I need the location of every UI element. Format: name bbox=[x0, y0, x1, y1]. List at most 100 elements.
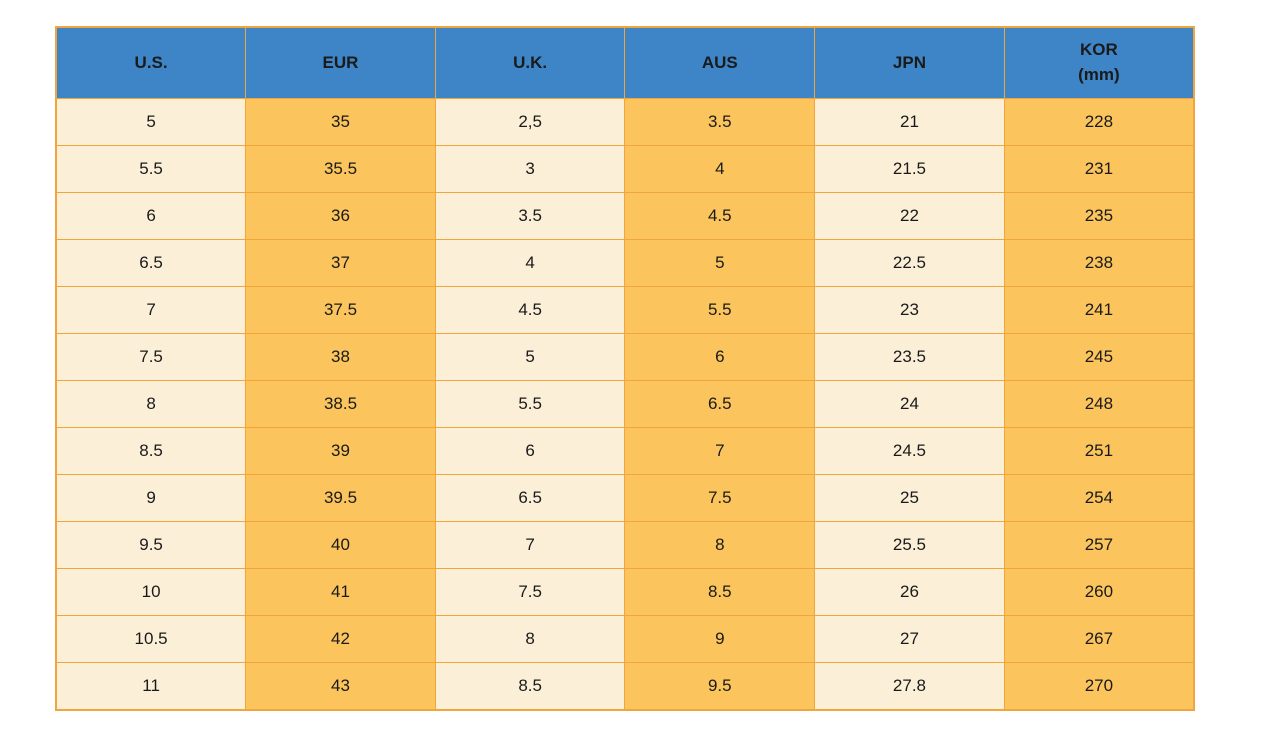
table-cell: 3 bbox=[434, 145, 626, 193]
table-cell: 21 bbox=[814, 98, 1005, 146]
table-cell: 5 bbox=[55, 98, 247, 146]
table-cell: 7 bbox=[624, 427, 816, 475]
table-cell: 8 bbox=[434, 615, 626, 663]
table-cell: 36 bbox=[245, 192, 436, 240]
table-cell: 7 bbox=[434, 521, 626, 569]
table-cell: 35.5 bbox=[245, 145, 436, 193]
table-cell: 25 bbox=[814, 474, 1005, 522]
table-header: U.S. EUR U.K. AUS JPN KOR (mm) bbox=[55, 26, 1195, 99]
table-cell: 8.5 bbox=[55, 427, 247, 475]
table-cell: 27 bbox=[814, 615, 1005, 663]
table-cell: 8 bbox=[55, 380, 247, 428]
table-cell: 39.5 bbox=[245, 474, 436, 522]
table-cell: 43 bbox=[245, 662, 436, 711]
table-cell: 267 bbox=[1003, 615, 1195, 663]
table-cell: 251 bbox=[1003, 427, 1195, 475]
table-row: 5 35 2,5 3.5 21 228 bbox=[55, 98, 1195, 146]
table-cell: 6.5 bbox=[624, 380, 816, 428]
table-cell: 35 bbox=[245, 98, 436, 146]
table-cell: 5.5 bbox=[624, 286, 816, 334]
header-aus: AUS bbox=[624, 26, 816, 99]
header-kor-mm: KOR (mm) bbox=[1003, 26, 1195, 99]
table-cell: 3.5 bbox=[624, 98, 816, 146]
table-cell: 8 bbox=[624, 521, 816, 569]
table-cell: 42 bbox=[245, 615, 436, 663]
table-cell: 231 bbox=[1003, 145, 1195, 193]
table-cell: 2,5 bbox=[434, 98, 626, 146]
table-cell: 37 bbox=[245, 239, 436, 287]
table-cell: 27.8 bbox=[814, 662, 1005, 711]
table-cell: 260 bbox=[1003, 568, 1195, 616]
table-row: 7.5 38 5 6 23.5 245 bbox=[55, 333, 1195, 381]
table-cell: 37.5 bbox=[245, 286, 436, 334]
header-jpn: JPN bbox=[814, 26, 1005, 99]
table-cell: 7 bbox=[55, 286, 247, 334]
table-cell: 6 bbox=[55, 192, 247, 240]
table-cell: 238 bbox=[1003, 239, 1195, 287]
table-cell: 7.5 bbox=[434, 568, 626, 616]
table-cell: 6.5 bbox=[434, 474, 626, 522]
table-cell: 41 bbox=[245, 568, 436, 616]
table-cell: 4.5 bbox=[624, 192, 816, 240]
table-cell: 6 bbox=[434, 427, 626, 475]
table-row: 8.5 39 6 7 24.5 251 bbox=[55, 427, 1195, 475]
header-row: U.S. EUR U.K. AUS JPN KOR (mm) bbox=[55, 26, 1195, 99]
table-cell: 21.5 bbox=[814, 145, 1005, 193]
table-cell: 245 bbox=[1003, 333, 1195, 381]
header-uk: U.K. bbox=[434, 26, 626, 99]
table-cell: 4.5 bbox=[434, 286, 626, 334]
header-eur: EUR bbox=[245, 26, 436, 99]
table-cell: 3.5 bbox=[434, 192, 626, 240]
table-cell: 5.5 bbox=[55, 145, 247, 193]
shoe-size-conversion-table: U.S. EUR U.K. AUS JPN KOR (mm) 5 35 2,5 3.5… bbox=[55, 26, 1195, 711]
table-cell: 24 bbox=[814, 380, 1005, 428]
table-cell: 8.5 bbox=[434, 662, 626, 711]
table-cell: 254 bbox=[1003, 474, 1195, 522]
table-row: 8 38.5 5.5 6.5 24 248 bbox=[55, 380, 1195, 428]
table-cell: 7.5 bbox=[624, 474, 816, 522]
table-cell: 25.5 bbox=[814, 521, 1005, 569]
header-us: U.S. bbox=[55, 26, 247, 99]
table-row: 9.5 40 7 8 25.5 257 bbox=[55, 521, 1195, 569]
table-cell: 248 bbox=[1003, 380, 1195, 428]
table-cell: 257 bbox=[1003, 521, 1195, 569]
table-cell: 24.5 bbox=[814, 427, 1005, 475]
table-cell: 5.5 bbox=[434, 380, 626, 428]
table-cell: 10 bbox=[55, 568, 247, 616]
table-cell: 9.5 bbox=[624, 662, 816, 711]
table-row: 9 39.5 6.5 7.5 25 254 bbox=[55, 474, 1195, 522]
table-cell: 40 bbox=[245, 521, 436, 569]
table-cell: 235 bbox=[1003, 192, 1195, 240]
table-cell: 4 bbox=[434, 239, 626, 287]
table-body: 5 35 2,5 3.5 21 228 5.5 35.5 3 4 21.5 231 6 36 3.5 4.5 2… bbox=[55, 98, 1195, 711]
table-cell: 6 bbox=[624, 333, 816, 381]
table-cell: 22 bbox=[814, 192, 1005, 240]
table-cell: 270 bbox=[1003, 662, 1195, 711]
table-cell: 10.5 bbox=[55, 615, 247, 663]
table-cell: 5 bbox=[624, 239, 816, 287]
table-row: 10 41 7.5 8.5 26 260 bbox=[55, 568, 1195, 616]
table-row: 7 37.5 4.5 5.5 23 241 bbox=[55, 286, 1195, 334]
table-row: 5.5 35.5 3 4 21.5 231 bbox=[55, 145, 1195, 193]
table-cell: 23.5 bbox=[814, 333, 1005, 381]
table-row: 11 43 8.5 9.5 27.8 270 bbox=[55, 662, 1195, 711]
table-cell: 9 bbox=[624, 615, 816, 663]
table-cell: 8.5 bbox=[624, 568, 816, 616]
table-cell: 9 bbox=[55, 474, 247, 522]
table-cell: 5 bbox=[434, 333, 626, 381]
table-cell: 241 bbox=[1003, 286, 1195, 334]
table-cell: 228 bbox=[1003, 98, 1195, 146]
table-cell: 4 bbox=[624, 145, 816, 193]
table-cell: 23 bbox=[814, 286, 1005, 334]
table-row: 6 36 3.5 4.5 22 235 bbox=[55, 192, 1195, 240]
table-cell: 11 bbox=[55, 662, 247, 711]
table-cell: 39 bbox=[245, 427, 436, 475]
table-cell: 38.5 bbox=[245, 380, 436, 428]
table-cell: 26 bbox=[814, 568, 1005, 616]
table-cell: 9.5 bbox=[55, 521, 247, 569]
table-row: 10.5 42 8 9 27 267 bbox=[55, 615, 1195, 663]
table-cell: 6.5 bbox=[55, 239, 247, 287]
table-row: 6.5 37 4 5 22.5 238 bbox=[55, 239, 1195, 287]
table-cell: 7.5 bbox=[55, 333, 247, 381]
